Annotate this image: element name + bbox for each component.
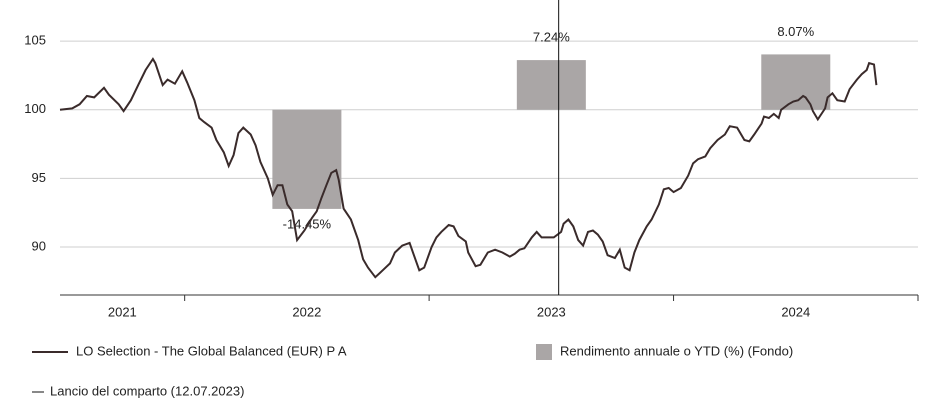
value-label: 8.07% xyxy=(777,24,814,39)
legend-swatch xyxy=(536,344,552,360)
legend-label: Rendimento annuale o YTD (%) (Fondo) xyxy=(560,343,793,358)
line xyxy=(59,57,878,279)
value-label: -14.45% xyxy=(283,216,332,231)
x-tick-label: 2023 xyxy=(537,304,566,319)
x-tick-label: 2024 xyxy=(781,304,810,319)
bar xyxy=(272,109,342,209)
x-tick-label: 2022 xyxy=(292,304,321,319)
bar xyxy=(516,60,586,110)
y-tick-label: 105 xyxy=(24,33,46,48)
y-tick-label: 90 xyxy=(32,238,46,253)
legend-label: LO Selection - The Global Balanced (EUR)… xyxy=(76,343,347,358)
legend-label: Lancio del comparto (12.07.2023) xyxy=(50,383,244,398)
y-tick-label: 100 xyxy=(24,101,46,116)
value-label: 7.24% xyxy=(533,30,570,45)
x-tick-label: 2021 xyxy=(108,304,137,319)
y-tick-label: 95 xyxy=(32,170,46,185)
